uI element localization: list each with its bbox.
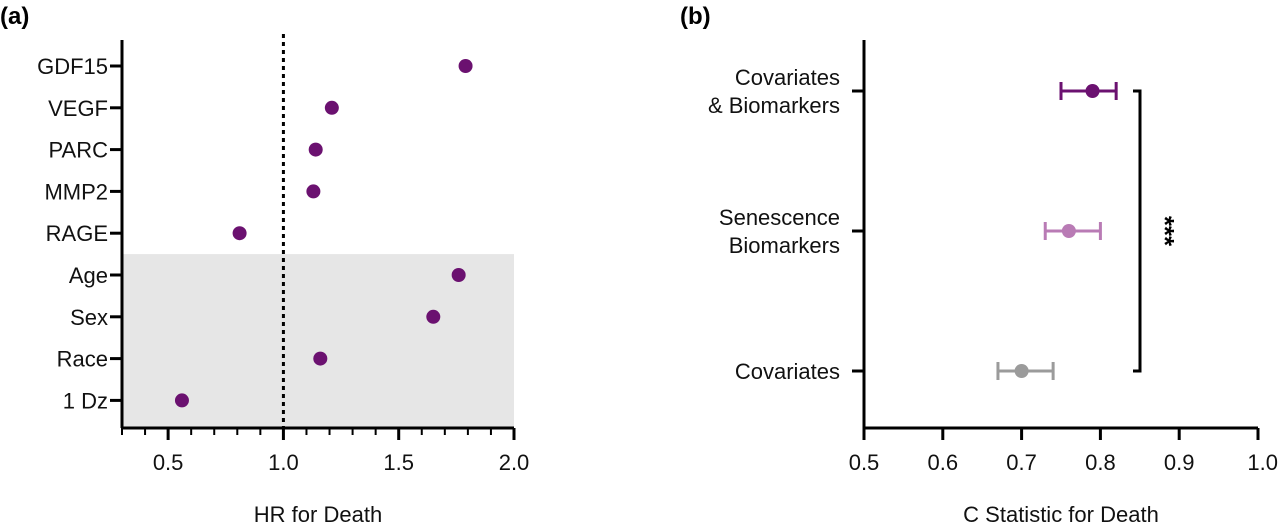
panel-b-error-bars [996, 82, 1118, 380]
panel-b-label: (b) [680, 3, 711, 30]
panel-a-point [451, 268, 466, 282]
panel-b-category-label: Senescence [719, 205, 840, 230]
panel-a-label: (a) [0, 3, 29, 30]
panel-a-point [306, 184, 321, 199]
panel-b-tick-label: 1.0 [1247, 450, 1278, 475]
panel-b-tick-label: 0.8 [1085, 450, 1116, 475]
panel-a-category-label: MMP2 [44, 179, 108, 204]
panel-b-tick-label: 0.9 [1164, 450, 1195, 475]
panel-a-point [313, 351, 328, 366]
panel-b-point [1014, 364, 1029, 378]
panel-a-category-label: RAGE [46, 221, 108, 246]
panel-a-category-label: VEGF [48, 96, 108, 121]
significance-bracket [1133, 89, 1142, 373]
panel-b-ticks: 0.5 0.6 0.7 0.8 0.9 1.0 [849, 428, 1278, 475]
panel-a-category-label: Sex [70, 305, 108, 330]
panel-a-point [458, 59, 473, 73]
panel-a-point [426, 309, 441, 324]
panel-a-point [308, 142, 323, 157]
panel-a-category-label: PARC [49, 138, 109, 163]
panel-b-category-label: & Biomarkers [708, 93, 840, 118]
panel-a-category-labels: GDF15 VEGF PARC MMP2 RAGE Age Sex Race 1 Dz [37, 54, 122, 413]
panel-b-category-labels: Covariates & Biomarkers Senescence Biomarke… [708, 65, 864, 384]
panel-a-points [174, 59, 473, 408]
panel-a-tick-label: 1.5 [383, 450, 414, 475]
panel-a-category-label: Race [57, 347, 108, 372]
panel-a-category-label: 1 Dz [63, 388, 108, 413]
panel-a-point [174, 393, 189, 408]
panel-a-tick-label: 0.5 [153, 450, 184, 475]
panel-b-x-axis-title: C Statistic for Death [963, 502, 1159, 527]
panel-b-category-label: Biomarkers [729, 233, 840, 258]
panel-a-point [324, 100, 339, 115]
significance-stars: *** [1150, 216, 1180, 247]
panel-b-c-statistic-chart: (b) 0.5 0.6 0.7 0.8 0.9 1.0 Covariates & Bioma… [680, 3, 1278, 527]
panel-a-ticks: 0.5 1.0 1.5 2.0 [121, 428, 530, 475]
panel-a-x-axis-title: HR for Death [254, 502, 382, 527]
panel-a-hazard-ratio-chart: (a) 0.5 1.0 1.5 2.0 GDF15 VEGF PARC MMP2 RAGE Ag… [0, 3, 529, 527]
panel-a-tick-label: 2.0 [499, 450, 530, 475]
panel-b-tick-label: 0.5 [849, 450, 880, 475]
panel-a-category-label: Age [69, 263, 108, 288]
panel-b-points [1014, 84, 1100, 378]
panel-a-point [232, 226, 247, 241]
panel-b-point [1061, 224, 1076, 238]
panel-b-category-label: Covariates [735, 359, 840, 384]
panel-b-tick-label: 0.6 [928, 450, 959, 475]
panel-b-point [1085, 84, 1100, 98]
panel-b-category-label: Covariates [735, 65, 840, 90]
panel-b-tick-label: 0.7 [1006, 450, 1037, 475]
panel-a-tick-label: 1.0 [268, 450, 299, 475]
panel-a-category-label: GDF15 [37, 54, 108, 79]
